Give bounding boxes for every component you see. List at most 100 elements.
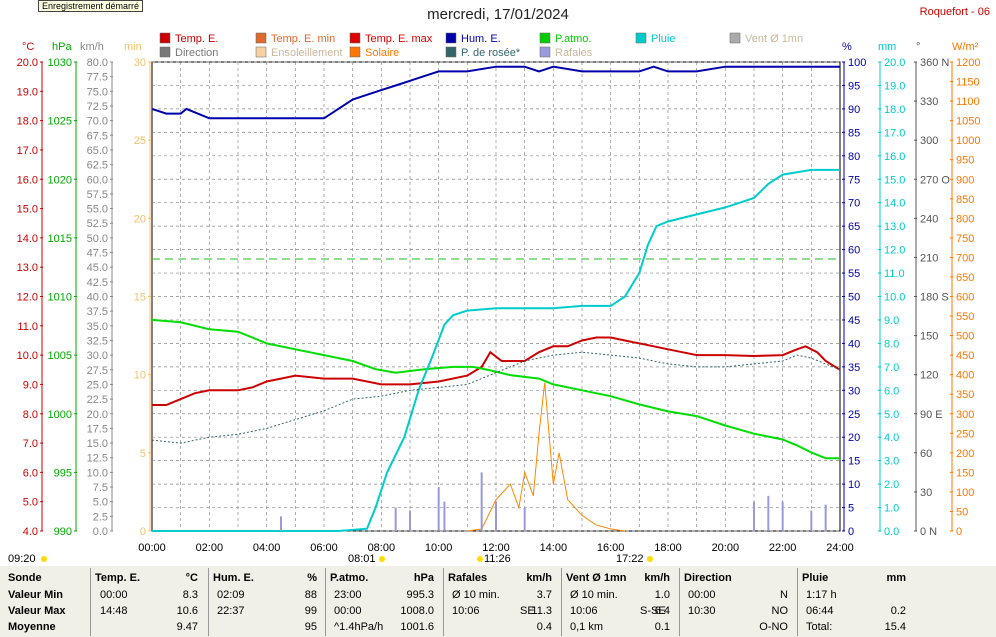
- stats-hum-time: 02:09: [217, 589, 245, 601]
- stats-wind-time: 10:06: [570, 605, 598, 617]
- gust-bar: [437, 487, 440, 531]
- axis-tick-rain: 0.0: [884, 526, 899, 538]
- time-tick-label: 06:00: [310, 542, 338, 554]
- series-line: [151, 351, 841, 444]
- legend-swatch: [349, 32, 361, 44]
- legend-swatch: [255, 32, 267, 44]
- axis-tick-min: 30: [134, 57, 146, 69]
- axis-tick-min: 0: [140, 526, 146, 538]
- axis-tick-rain: 18.0: [884, 104, 905, 116]
- gust-bar: [443, 501, 446, 531]
- time-tick-label: 20:00: [712, 542, 740, 554]
- axis-tick-dir: 180 S: [920, 292, 949, 304]
- stats-rain-time: Total:: [806, 621, 833, 633]
- stats-hum-value: 99: [304, 605, 317, 617]
- axis-tick-rain: 3.0: [884, 456, 899, 468]
- axis-tick-wind: 60.0: [87, 174, 108, 186]
- stats-gust-value: 0.4: [536, 621, 552, 633]
- time-tick-label: 08:00: [368, 542, 396, 554]
- axis-tick-rain: 7.0: [884, 362, 899, 374]
- legend-swatch: [445, 46, 457, 58]
- gust-bar: [480, 472, 483, 531]
- stats-temp-time: 14:48: [100, 605, 128, 617]
- axis-tick-hum: 0: [848, 526, 854, 538]
- stats-hum-time: 22:37: [217, 605, 245, 617]
- axis-tick-solar: 1200: [956, 57, 980, 69]
- axis-tick-press: 1005: [48, 350, 72, 362]
- legend-swatch: [349, 46, 361, 58]
- gust-bar: [409, 510, 411, 531]
- time-tick-label: 12:00: [482, 542, 510, 554]
- axis-tick-press: 995: [54, 467, 72, 479]
- axis-tick-solar: 250: [956, 428, 974, 440]
- axis-tick-solar: 100: [956, 487, 974, 499]
- stats-header: Direction: [684, 572, 732, 584]
- sun-start-label: 09:20: [8, 553, 36, 565]
- axis-tick-temp: 7.0: [23, 438, 38, 450]
- axis-tick-wind: 67.5: [87, 130, 108, 142]
- axis-tick-hum: 20: [848, 432, 860, 444]
- axis-tick-rain: 9.0: [884, 315, 899, 327]
- axis-tick-rain: 17.0: [884, 127, 905, 139]
- recording-status-button[interactable]: Enregistrement démarré: [38, 0, 144, 12]
- stats-press-time: 00:00: [334, 605, 362, 617]
- time-tick-label: 22:00: [769, 542, 797, 554]
- axis-tick-dir: 120: [920, 370, 938, 382]
- gust-bar: [753, 501, 755, 531]
- axis-tick-temp: 17.0: [17, 145, 38, 157]
- gust-bar: [394, 507, 397, 531]
- axis-unit-temp: °C: [22, 41, 34, 53]
- axis-tick-hum: 45: [848, 315, 860, 327]
- axis-tick-temp: 13.0: [17, 262, 38, 274]
- chart-title: mercredi, 17/01/2024: [427, 6, 569, 23]
- stats-row-label: Valeur Max: [8, 605, 66, 617]
- axis-tick-hum: 40: [848, 338, 860, 350]
- axis-tick-rain: 15.0: [884, 174, 905, 186]
- axis-tick-wind: 45.0: [87, 262, 108, 274]
- axis-tick-rain: 20.0: [884, 57, 905, 69]
- axis-tick-solar: 550: [956, 311, 974, 323]
- axis-tick-rain: 19.0: [884, 80, 905, 92]
- axis-tick-hum: 15: [848, 456, 860, 468]
- station-name: Roquefort - 06: [919, 6, 990, 18]
- axis-tick-temp: 6.0: [23, 467, 38, 479]
- stats-header-unit: %: [307, 572, 317, 584]
- axis-tick-solar: 500: [956, 331, 974, 343]
- stats-wind-time: Ø 10 min.: [570, 589, 618, 601]
- stats-wind-value: 0.1: [654, 621, 670, 633]
- axis-tick-solar: 200: [956, 448, 974, 460]
- legend-label: Rafales: [555, 47, 593, 59]
- legend-label: Hum. E.: [461, 33, 501, 45]
- axis-tick-rain: 5.0: [884, 409, 899, 421]
- series-line: [151, 318, 840, 460]
- axis-tick-temp: 8.0: [23, 409, 38, 421]
- stats-hum-value: 88: [304, 589, 317, 601]
- axis-unit-hum: %: [842, 41, 852, 53]
- stats-wind-value: 6.4: [654, 605, 670, 617]
- axis-tick-hum: 95: [848, 80, 860, 92]
- legend-swatch: [255, 46, 267, 58]
- axis-tick-wind: 27.5: [87, 365, 108, 377]
- axis-tick-wind: 22.5: [87, 394, 108, 406]
- axis-tick-press: 1000: [48, 409, 72, 421]
- axis-tick-min: 10: [134, 370, 146, 382]
- sun-marker-icon: [41, 556, 47, 562]
- axis-tick-hum: 75: [848, 174, 860, 186]
- stats-column-separator: [443, 568, 444, 636]
- gust-bar: [767, 495, 770, 531]
- axis-tick-solar: 1150: [956, 77, 980, 89]
- series-line: [151, 65, 840, 120]
- axis-tick-solar: 700: [956, 252, 974, 264]
- legend-swatch: [445, 32, 457, 44]
- axis-tick-hum: 60: [848, 245, 860, 257]
- axis-tick-solar: 650: [956, 272, 974, 284]
- gust-bar: [495, 501, 497, 531]
- stats-header: Vent Ø 1mn: [566, 572, 627, 584]
- axis-tick-press: 1025: [48, 116, 72, 128]
- axis-tick-wind: 55.0: [87, 204, 108, 216]
- stats-dir-value: NO: [771, 605, 789, 617]
- solar-noon-label: 11:26: [484, 553, 511, 565]
- stats-temp-value: 9.47: [176, 621, 198, 633]
- time-tick-label: 02:00: [196, 542, 224, 554]
- stats-row-label: Valeur Min: [8, 589, 64, 601]
